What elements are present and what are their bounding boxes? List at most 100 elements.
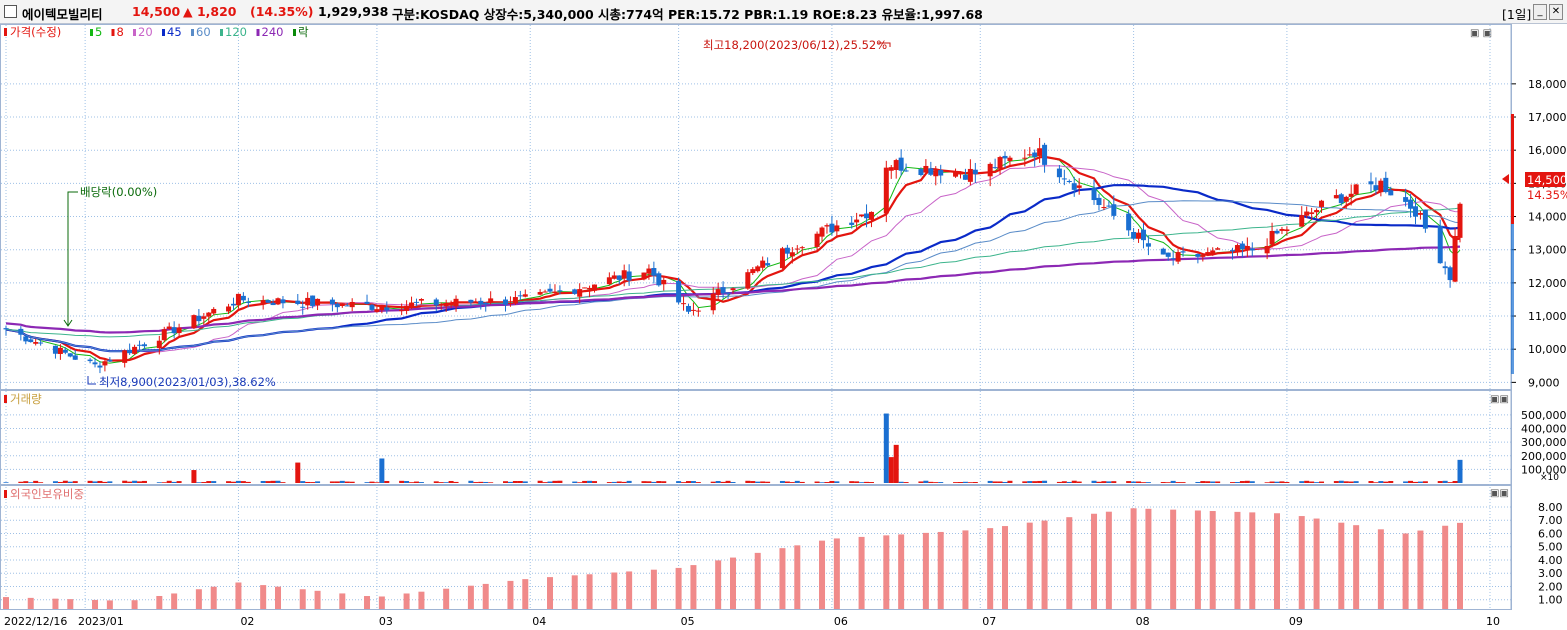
foreign-bar xyxy=(611,572,618,609)
volume-bar xyxy=(453,481,459,483)
candle-body xyxy=(443,303,449,307)
candle-body xyxy=(646,268,652,274)
volume-bar xyxy=(789,482,795,483)
candle-body xyxy=(211,308,217,314)
candle-body xyxy=(888,167,894,171)
volume-bar xyxy=(542,482,548,483)
x-tick-label: 2022/12/16 xyxy=(4,615,67,628)
candle-body xyxy=(67,353,73,357)
x-tick-label: 06 xyxy=(834,615,848,628)
candle-body xyxy=(310,295,316,306)
volume-bar xyxy=(1007,480,1013,483)
legend-ma-marker xyxy=(111,29,115,36)
volume-bar xyxy=(641,481,647,483)
candle-body xyxy=(953,171,959,177)
volume-bar xyxy=(132,480,138,483)
volume-bar xyxy=(933,482,939,483)
volume-bar xyxy=(606,482,612,483)
volume-bar xyxy=(898,481,904,483)
volume-bar xyxy=(1412,481,1418,483)
minimize-icon[interactable]: _ xyxy=(1533,4,1547,20)
candle-body xyxy=(779,248,785,269)
volume-bar xyxy=(868,482,874,483)
volume-bar xyxy=(1383,481,1389,483)
candle-body xyxy=(1210,250,1216,254)
volume-bar xyxy=(1408,480,1414,483)
foreign-bar xyxy=(3,597,9,609)
candle-body xyxy=(374,309,380,312)
volume-menu-icon[interactable]: ▣▣ xyxy=(1490,394,1509,405)
candle-body xyxy=(191,315,197,329)
x-tick-label: 03 xyxy=(379,615,393,628)
candle-body xyxy=(1314,210,1320,213)
period-label[interactable]: [1일] xyxy=(1502,7,1532,22)
volume-bar xyxy=(305,481,311,483)
volume-bar xyxy=(1076,481,1082,483)
volume-bar xyxy=(433,481,439,483)
volume-unit-label: ×10 xyxy=(1540,473,1559,483)
candle-body xyxy=(814,233,820,247)
volume-bar xyxy=(552,480,558,483)
volume-bar xyxy=(611,481,617,483)
candle-body xyxy=(33,342,39,344)
foreign-bar xyxy=(794,545,801,609)
volume-bar xyxy=(141,480,147,483)
current-price-tag: 14,500 14.35% xyxy=(1502,172,1567,202)
volume-bar xyxy=(616,481,622,483)
volume-bar xyxy=(1126,481,1132,483)
candle-body xyxy=(868,211,874,220)
close-icon[interactable]: ✕ xyxy=(1549,4,1563,20)
candle-body xyxy=(265,300,271,303)
volume-bar xyxy=(1309,481,1315,483)
volume-bar xyxy=(1279,481,1285,483)
volume-bar xyxy=(226,481,232,483)
high-annotation: 최고18,200(2023/06/12),25.52% xyxy=(703,38,887,52)
foreign-bar xyxy=(1442,525,1449,609)
panel-menu-icon[interactable]: ▣ ▣ xyxy=(1470,28,1492,39)
candle-body xyxy=(349,301,355,308)
candle-body xyxy=(433,299,439,306)
volume-bar xyxy=(344,481,350,483)
price-tick-label: 10,000 xyxy=(1528,343,1567,356)
candle-body xyxy=(577,289,583,297)
stock-info: 구분:KOSDAQ 상장수:5,340,000 시총:774억 PER:15.7… xyxy=(392,7,983,22)
candle-body xyxy=(1071,183,1077,190)
volume-bar xyxy=(478,481,484,483)
foreign-panel xyxy=(3,508,1463,609)
foreign-bar xyxy=(314,590,321,609)
volume-bar xyxy=(176,481,182,483)
price-tag-pct: 14.35% xyxy=(1527,188,1567,202)
candle-body xyxy=(1422,209,1428,229)
volume-bar xyxy=(903,482,909,483)
volume-tick-label: 200,000 xyxy=(1521,450,1567,463)
candle-body xyxy=(1215,248,1221,250)
candle-body xyxy=(399,310,405,312)
volume-bar xyxy=(779,480,785,483)
volume-bar xyxy=(1131,481,1137,483)
volume-bar xyxy=(349,481,355,483)
volume-bar xyxy=(962,481,968,483)
candle-body xyxy=(275,298,281,305)
volume-bar xyxy=(211,481,217,483)
dividend-arrow-head xyxy=(63,319,73,327)
volume-bar xyxy=(928,481,934,483)
candle-body xyxy=(409,302,415,308)
volume-bar xyxy=(997,481,1003,483)
volume-bar xyxy=(1170,480,1176,483)
foreign-bar xyxy=(106,600,113,609)
foreign-bar xyxy=(418,591,425,609)
volume-bar xyxy=(1353,481,1359,483)
legend-price-marker xyxy=(4,28,7,36)
candle-body xyxy=(834,225,840,232)
candle-body xyxy=(72,355,78,360)
volume-bar xyxy=(854,481,860,483)
foreign-menu-icon[interactable]: ▣▣ xyxy=(1490,488,1509,499)
candle-body xyxy=(468,299,474,303)
select-checkbox[interactable] xyxy=(4,5,17,18)
legend-ma-45: 45 xyxy=(167,25,182,39)
candle-body xyxy=(819,227,825,237)
candle-body xyxy=(1170,258,1176,260)
candle-body xyxy=(512,297,518,304)
volume-bar xyxy=(626,480,632,483)
volume-bar xyxy=(1442,480,1448,483)
